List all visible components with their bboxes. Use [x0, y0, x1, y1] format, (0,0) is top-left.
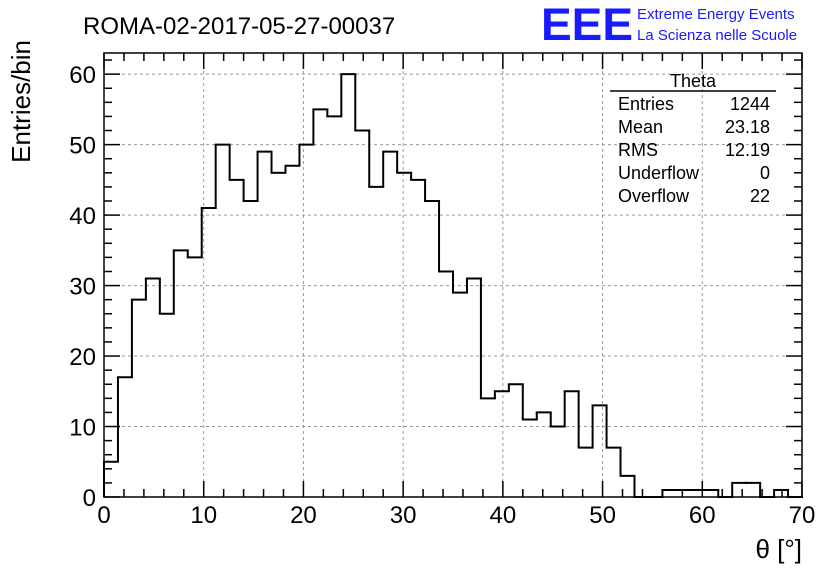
- axes: 0 10 20 30 40 50 60 70 0 10 20 30 40 50 60: [69, 52, 816, 529]
- y-tick-label: 60: [69, 62, 96, 89]
- logo-line-2: La Scienza nelle Scuole: [637, 27, 797, 44]
- stats-mean-value: 23.18: [725, 117, 770, 137]
- stats-overflow-value: 22: [750, 186, 770, 206]
- stats-underflow-value: 0: [760, 163, 770, 183]
- stats-mean-label: Mean: [618, 117, 663, 137]
- y-tick-label: 50: [69, 133, 96, 160]
- stats-rms-label: RMS: [618, 140, 658, 160]
- y-tick-label: 30: [69, 274, 96, 301]
- x-tick-label: 10: [190, 502, 217, 529]
- plot-frame: [103, 52, 803, 498]
- x-tick-label: 30: [390, 502, 417, 529]
- stats-underflow-label: Underflow: [618, 163, 700, 183]
- y-tick-label: 40: [69, 203, 96, 230]
- stats-rms-value: 12.19: [725, 140, 770, 160]
- logo-line-1: Extreme Energy Events: [637, 6, 795, 23]
- grid-lines: [104, 53, 802, 497]
- stats-box: Theta Entries 1244 Mean 23.18 RMS 12.19 …: [610, 71, 776, 206]
- y-axis-label: Entries/bin: [6, 40, 36, 163]
- stats-overflow-label: Overflow: [618, 186, 690, 206]
- x-tick-label: 40: [490, 502, 517, 529]
- x-tick-label: 50: [589, 502, 616, 529]
- x-tick-label: 0: [97, 502, 110, 529]
- x-tick-label: 20: [290, 502, 317, 529]
- stats-entries-label: Entries: [618, 94, 674, 114]
- stats-title: Theta: [670, 71, 717, 91]
- logo-mark: EEE: [541, 0, 633, 50]
- x-tick-label: 70: [789, 502, 816, 529]
- y-tick-label: 0: [83, 485, 96, 512]
- y-tick-label: 10: [69, 415, 96, 442]
- eee-logo: EEE Extreme Energy Events La Scienza nel…: [541, 0, 797, 50]
- stats-entries-value: 1244: [730, 94, 770, 114]
- x-tick-label: 60: [689, 502, 716, 529]
- y-tick-label: 20: [69, 344, 96, 371]
- chart-title: ROMA-02-2017-05-27-00037: [83, 13, 395, 40]
- histogram-bars: [103, 73, 803, 498]
- x-axis-label: θ [°]: [755, 534, 802, 564]
